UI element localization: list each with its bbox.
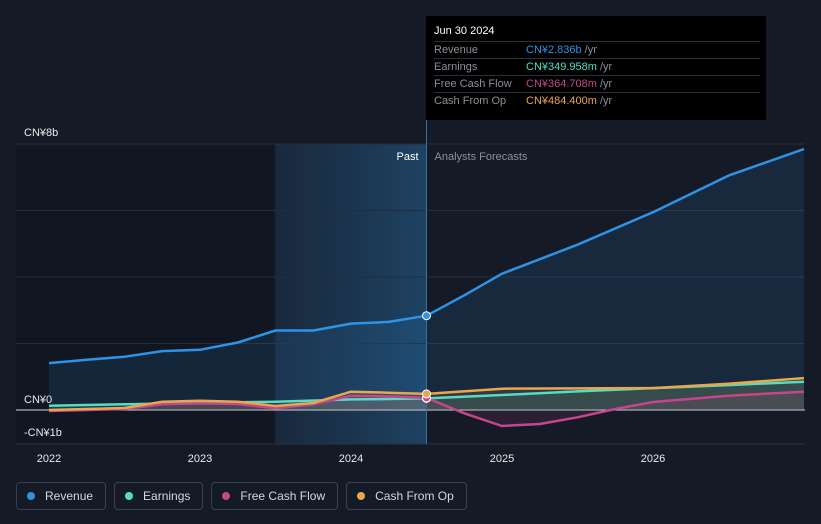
tooltip-row-cash-from-op: Cash From Op CN¥484.400m/yr <box>434 92 760 110</box>
y-tick-label: -CN¥1b <box>24 427 62 439</box>
area-revenue <box>49 149 804 410</box>
tooltip-label: Earnings <box>434 61 478 73</box>
tooltip-value: CN¥364.708m <box>526 78 597 90</box>
marker-cash-from-op <box>422 389 431 399</box>
legend-label: Revenue <box>45 489 94 503</box>
tooltip: Jun 30 2024 Revenue CN¥2.836b/yr Earning… <box>426 16 766 120</box>
x-tick-label: 2023 <box>188 453 212 465</box>
tooltip-label: Revenue <box>434 44 479 56</box>
legend-label: Earnings <box>143 489 191 503</box>
past-dim-region <box>16 144 274 444</box>
tooltip-value: CN¥2.836b <box>526 44 582 56</box>
legend-dot-icon <box>357 492 366 500</box>
line-cash-from-op <box>48 376 805 412</box>
legend-dot-icon <box>125 492 134 500</box>
forecast-label: Analysts Forecasts <box>435 151 528 163</box>
legend: Revenue Earnings Free Cash Flow Cash Fro… <box>16 482 467 512</box>
line-free-cash-flow <box>48 390 805 428</box>
legend-item-earnings[interactable]: Earnings <box>114 482 204 510</box>
tooltip-row-free-cash-flow: Free Cash Flow CN¥364.708m/yr <box>434 75 760 93</box>
legend-dot-icon <box>27 492 35 500</box>
legend-item-cash-from-op[interactable]: Cash From Op <box>346 482 467 510</box>
tooltip-unit: /yr <box>599 78 613 90</box>
y-tick-label: CN¥8b <box>24 127 58 139</box>
tooltip-row-earnings: Earnings CN¥349.958m/yr <box>434 58 760 76</box>
tooltip-unit: /yr <box>599 61 613 73</box>
tooltip-unit: /yr <box>599 95 613 107</box>
tooltip-value: CN¥484.400m <box>526 95 597 107</box>
legend-label: Free Cash Flow <box>240 489 326 503</box>
x-tick-label: 2022 <box>37 453 61 465</box>
tooltip-label: Cash From Op <box>434 95 507 107</box>
x-tick-label: 2026 <box>641 453 665 465</box>
line-revenue <box>48 147 805 365</box>
tooltip-unit: /yr <box>584 44 597 56</box>
marker-revenue <box>422 311 431 321</box>
legend-label: Cash From Op <box>375 489 454 503</box>
x-tick-label: 2025 <box>490 453 514 465</box>
tooltip-label: Free Cash Flow <box>434 78 512 90</box>
tooltip-row-revenue: Revenue CN¥2.836b/yr <box>434 41 760 59</box>
legend-dot-icon <box>222 492 231 500</box>
y-tick-label: CN¥0 <box>24 394 52 406</box>
past-label: Past <box>396 151 418 163</box>
tooltip-value: CN¥349.958m <box>526 61 597 73</box>
legend-item-free-cash-flow[interactable]: Free Cash Flow <box>211 482 339 510</box>
legend-item-revenue[interactable]: Revenue <box>16 482 107 510</box>
x-tick-label: 2024 <box>339 453 363 465</box>
tooltip-date: Jun 30 2024 <box>434 25 495 37</box>
